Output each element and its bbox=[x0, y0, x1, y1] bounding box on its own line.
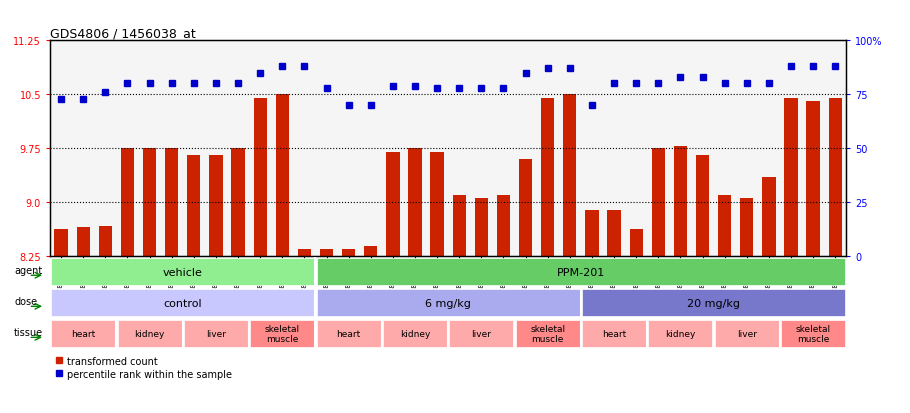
Text: heart: heart bbox=[337, 330, 360, 338]
Text: liver: liver bbox=[206, 330, 226, 338]
Bar bbox=[740, 199, 753, 256]
Bar bbox=[648, 320, 713, 347]
Bar bbox=[829, 99, 842, 256]
Bar bbox=[320, 249, 333, 256]
Bar bbox=[383, 320, 447, 347]
Text: control: control bbox=[164, 298, 202, 308]
Bar bbox=[298, 249, 311, 256]
Bar bbox=[143, 149, 157, 256]
Text: heart: heart bbox=[602, 330, 626, 338]
Bar bbox=[781, 320, 845, 347]
Bar bbox=[187, 156, 200, 256]
Text: kidney: kidney bbox=[135, 330, 165, 338]
Bar bbox=[582, 320, 646, 347]
Bar bbox=[519, 159, 532, 256]
Bar bbox=[117, 320, 182, 347]
Bar bbox=[317, 259, 845, 285]
Bar bbox=[409, 149, 421, 256]
Text: 6 mg/kg: 6 mg/kg bbox=[425, 298, 471, 308]
Bar bbox=[276, 95, 289, 256]
Bar bbox=[55, 230, 67, 256]
Bar bbox=[763, 177, 775, 256]
Bar bbox=[475, 199, 488, 256]
Bar bbox=[250, 320, 314, 347]
Bar bbox=[714, 320, 779, 347]
Bar bbox=[673, 147, 687, 256]
Text: GDS4806 / 1456038_at: GDS4806 / 1456038_at bbox=[50, 27, 196, 40]
Text: PPM-201: PPM-201 bbox=[557, 267, 605, 277]
Text: kidney: kidney bbox=[399, 330, 430, 338]
Text: heart: heart bbox=[71, 330, 96, 338]
Text: skeletal
muscle: skeletal muscle bbox=[531, 324, 565, 344]
Text: tissue: tissue bbox=[15, 328, 44, 337]
Bar bbox=[582, 290, 845, 316]
Bar bbox=[696, 156, 709, 256]
Bar bbox=[364, 247, 378, 256]
Bar bbox=[652, 149, 665, 256]
Bar bbox=[452, 195, 466, 256]
Bar bbox=[76, 228, 90, 256]
Text: 20 mg/kg: 20 mg/kg bbox=[687, 298, 740, 308]
Bar bbox=[497, 195, 511, 256]
Bar bbox=[450, 320, 513, 347]
Bar bbox=[209, 156, 223, 256]
Bar bbox=[51, 290, 314, 316]
Bar bbox=[254, 99, 267, 256]
Bar bbox=[585, 211, 599, 256]
Bar bbox=[718, 195, 732, 256]
Text: liver: liver bbox=[737, 330, 757, 338]
Bar bbox=[516, 320, 580, 347]
Bar bbox=[317, 320, 380, 347]
Text: liver: liver bbox=[471, 330, 491, 338]
Bar bbox=[386, 152, 399, 256]
Bar bbox=[98, 226, 112, 256]
Bar bbox=[317, 290, 580, 316]
Bar bbox=[231, 149, 245, 256]
Text: vehicle: vehicle bbox=[163, 267, 203, 277]
Bar bbox=[165, 149, 178, 256]
Bar bbox=[342, 249, 355, 256]
Text: agent: agent bbox=[15, 266, 43, 275]
Legend: transformed count, percentile rank within the sample: transformed count, percentile rank withi… bbox=[55, 356, 231, 379]
Bar bbox=[51, 259, 314, 285]
Bar bbox=[184, 320, 248, 347]
Text: skeletal
muscle: skeletal muscle bbox=[795, 324, 831, 344]
Bar bbox=[784, 99, 798, 256]
Text: skeletal
muscle: skeletal muscle bbox=[265, 324, 300, 344]
Bar bbox=[121, 149, 134, 256]
Text: dose: dose bbox=[15, 297, 37, 306]
Bar bbox=[630, 230, 642, 256]
Bar bbox=[806, 102, 820, 256]
Bar bbox=[563, 95, 576, 256]
Text: kidney: kidney bbox=[665, 330, 695, 338]
Bar bbox=[608, 211, 621, 256]
Bar bbox=[541, 99, 554, 256]
Bar bbox=[430, 152, 444, 256]
Bar bbox=[51, 320, 116, 347]
